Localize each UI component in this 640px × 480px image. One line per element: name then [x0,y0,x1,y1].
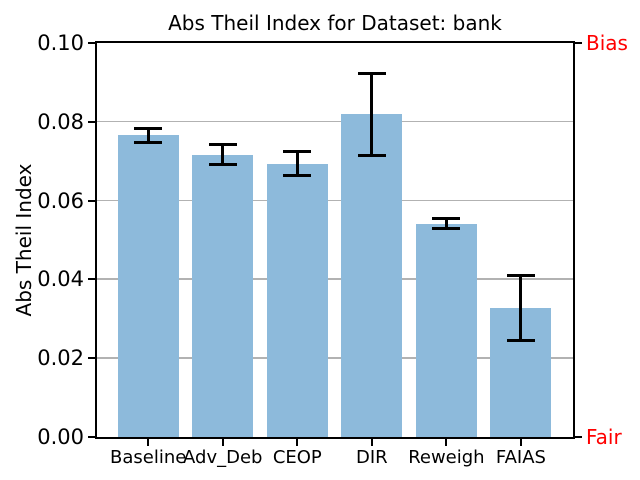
error-bar-line-ceop [295,151,299,176]
error-bar-cap-top-reweigh [432,217,461,221]
y-axis-tick [88,278,95,281]
y-tick-label: 0.00 [37,425,84,449]
error-bar-cap-top-ceop [283,150,312,154]
y-tick-label: 0.08 [37,109,84,134]
error-bar-line-dir [370,73,374,156]
chart-title: Abs Theil Index for Dataset: bank [168,11,502,35]
x-tick-label-reweigh: Reweigh [408,447,485,468]
gridline [97,120,573,123]
error-bar-cap-bottom-adv_deb [208,163,237,167]
y-tick-label: 0.02 [37,346,84,371]
error-bar-cap-top-adv_deb [208,142,237,146]
x-axis-tick [221,439,224,446]
error-bar-cap-bottom-faias [506,338,535,342]
x-tick-label-ceop: CEOP [272,447,322,468]
error-bar-line-reweigh [444,218,448,229]
right-axis-tick [575,436,582,438]
y-tick-label: 0.04 [37,267,84,292]
bar-ceop [266,163,328,437]
error-bar-cap-bottom-baseline [134,140,163,144]
error-bar-cap-top-dir [357,71,386,75]
error-bar-cap-bottom-reweigh [432,227,461,231]
y-axis-tick [88,199,95,202]
x-tick-label-baseline: Baseline [110,447,187,468]
bar-adv_deb [192,154,254,437]
plot-area [95,41,575,439]
y-tick-label: 0.10 [37,31,84,55]
y-axis-tick [88,42,95,44]
x-axis-tick [370,439,373,446]
y-axis-label: Abs Theil Index [12,163,36,317]
error-bar-cap-bottom-dir [357,153,386,157]
bar-dir [341,114,403,437]
y-axis-tick [88,436,95,438]
y-axis-tick [88,120,95,123]
x-axis-tick [296,439,299,446]
error-bar-line-adv_deb [221,144,225,165]
bar-baseline [117,135,179,437]
gridline [97,357,573,359]
y-tick-label: 0.06 [37,188,84,213]
bar-reweigh [415,223,477,437]
gridline [97,199,573,202]
error-bar-cap-top-faias [506,273,535,277]
error-bar-cap-top-baseline [134,126,163,130]
gridline [97,278,573,280]
x-axis-tick [147,439,150,446]
x-tick-label-dir: DIR [356,447,388,468]
error-bar-line-faias [519,275,523,341]
right-axis-label-bias: Bias [586,31,628,55]
right-axis-label-fair: Fair [586,425,622,449]
right-axis-tick [575,42,582,44]
x-tick-label-faias: FAIAS [495,447,546,468]
x-axis-tick [519,439,522,446]
x-tick-label-adv_deb: Adv_Deb [183,447,263,468]
error-bar-line-baseline [146,128,150,143]
y-axis-tick [88,357,95,360]
x-axis-tick [445,439,448,446]
error-bar-cap-bottom-ceop [283,173,312,177]
